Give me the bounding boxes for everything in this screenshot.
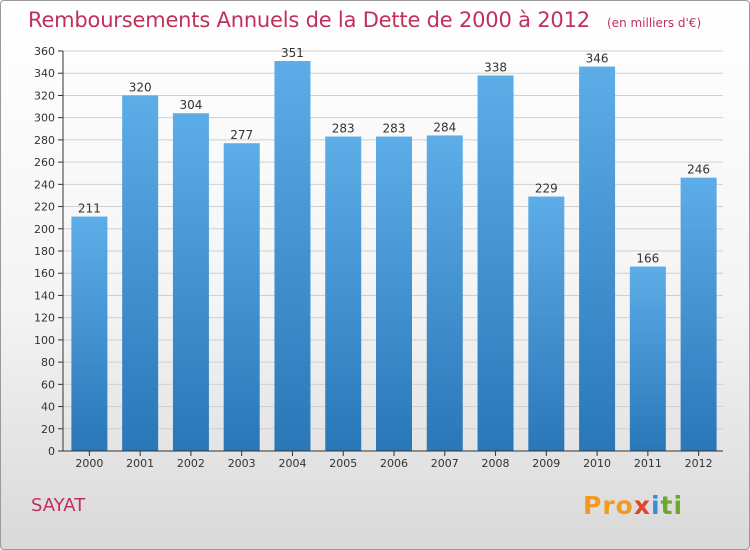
bar — [71, 216, 108, 451]
axes — [58, 50, 723, 456]
x-tick-label: 2004 — [278, 457, 306, 470]
bar — [274, 61, 311, 451]
proxiti-logo: Proxiti — [583, 491, 683, 520]
data-label: 338 — [484, 60, 507, 74]
bar — [122, 95, 159, 451]
y-tick-label: 0 — [48, 445, 55, 458]
data-label: 246 — [687, 163, 710, 177]
chart-unit: (en milliers d'€) — [607, 16, 702, 30]
data-label: 211 — [78, 202, 101, 216]
y-tick-label: 20 — [41, 423, 55, 436]
data-label: 351 — [281, 46, 304, 60]
data-labels: 211 320 304 277 351 283 283 284 338 229 346 166 246 — [78, 46, 710, 266]
y-tick-label: 100 — [34, 334, 55, 347]
x-tick-label: 2008 — [482, 457, 510, 470]
commune-name: SAYAT — [31, 495, 86, 516]
y-tick-label: 140 — [34, 289, 55, 302]
x-tick-labels: 2000 2001 2002 2003 2004 2005 2006 2007 2008 2009… — [75, 457, 712, 470]
bar — [579, 66, 616, 452]
x-tick-label: 2010 — [583, 457, 611, 470]
x-tick-label: 2005 — [329, 457, 357, 470]
bar — [629, 266, 666, 451]
x-tick-label: 2007 — [431, 457, 459, 470]
data-label: 283 — [383, 122, 406, 136]
data-label: 277 — [230, 128, 253, 142]
y-tick-label: 160 — [34, 267, 55, 280]
bar — [223, 143, 260, 451]
y-tick-label: 180 — [34, 245, 55, 258]
y-tick-labels: 0 20 40 60 80 100 120 140 160 180 200 220 240 260 280 3… — [34, 45, 55, 458]
y-tick-label: 320 — [34, 89, 55, 102]
bar — [426, 135, 463, 451]
x-tick-label: 2002 — [177, 457, 205, 470]
data-label: 283 — [332, 122, 355, 136]
y-tick-label: 40 — [41, 401, 55, 414]
logo-part-4: ti — [660, 491, 684, 520]
x-tick-label: 2012 — [685, 457, 713, 470]
bar — [477, 75, 514, 451]
y-tick-label: 220 — [34, 201, 55, 214]
y-tick-label: 300 — [34, 112, 55, 125]
y-tick-label: 360 — [34, 45, 55, 58]
y-tick-label: 60 — [41, 378, 55, 391]
y-tick-label: 240 — [34, 178, 55, 191]
bar — [528, 196, 565, 451]
bar — [325, 136, 362, 452]
data-label: 284 — [433, 120, 456, 134]
x-tick-label: 2001 — [126, 457, 154, 470]
x-tick-label: 2011 — [634, 457, 662, 470]
data-label: 166 — [636, 252, 659, 266]
logo-part-1: Pro — [583, 491, 634, 520]
x-tick-label: 2000 — [75, 457, 103, 470]
chart-title-row: Remboursements Annuels de la Dette de 20… — [28, 8, 701, 32]
bar — [680, 177, 717, 451]
y-tick-label: 80 — [41, 356, 55, 369]
bars — [71, 61, 717, 452]
data-label: 346 — [586, 52, 609, 66]
data-label: 229 — [535, 182, 558, 196]
data-label: 304 — [179, 98, 202, 112]
y-tick-label: 260 — [34, 156, 55, 169]
chart-title: Remboursements Annuels de la Dette de 20… — [28, 8, 590, 32]
y-tick-label: 340 — [34, 67, 55, 80]
y-tick-label: 200 — [34, 223, 55, 236]
logo-part-2: x — [633, 491, 651, 520]
y-tick-label: 120 — [34, 312, 55, 325]
x-tick-label: 2003 — [228, 457, 256, 470]
x-tick-label: 2009 — [532, 457, 560, 470]
data-label: 320 — [129, 80, 152, 94]
x-tick-label: 2006 — [380, 457, 408, 470]
bar — [376, 136, 412, 452]
bar — [172, 113, 209, 451]
y-tick-label: 280 — [34, 134, 55, 147]
logo-part-3: i — [650, 491, 661, 520]
